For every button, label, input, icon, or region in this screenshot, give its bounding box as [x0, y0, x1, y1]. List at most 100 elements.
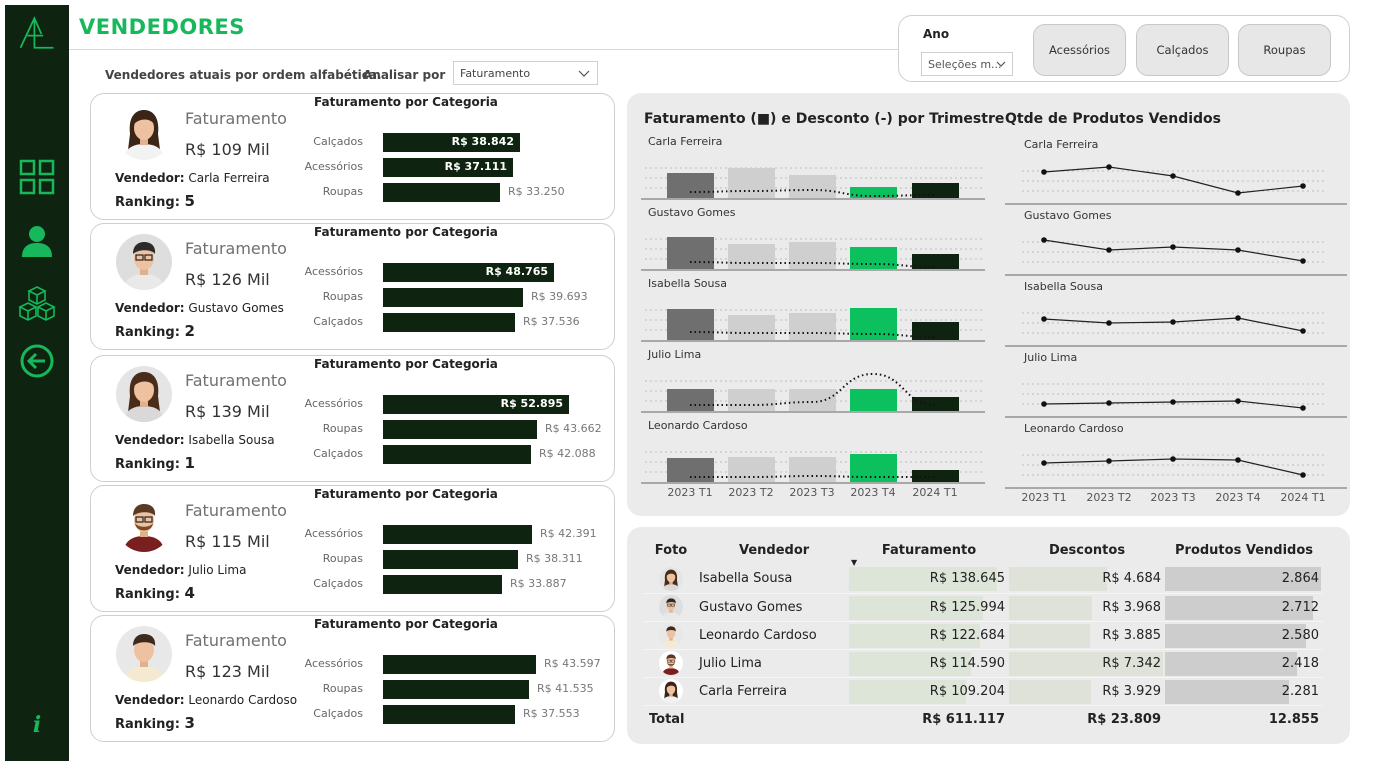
category-row[interactable]: Calçados R$ 33.887: [261, 575, 601, 594]
revenue-bar[interactable]: [912, 322, 959, 340]
quantity-point[interactable]: [1041, 401, 1047, 407]
revenue-bar[interactable]: [728, 457, 775, 482]
category-row[interactable]: Acessórios R$ 43.597: [261, 655, 601, 674]
revenue-bar[interactable]: [789, 389, 836, 411]
revenue-bar[interactable]: [667, 389, 714, 411]
ano-dropdown[interactable]: Seleções m...: [921, 52, 1013, 76]
category-bar[interactable]: [383, 655, 536, 674]
category-button-calcados[interactable]: Calçados: [1136, 24, 1229, 76]
seller-card[interactable]: Faturamento R$ 109 Mil Vendedor: Carla F…: [90, 93, 615, 220]
analisar-dropdown[interactable]: Faturamento: [453, 61, 598, 85]
category-row[interactable]: Roupas R$ 41.535: [261, 680, 601, 699]
revenue-bar[interactable]: [850, 308, 897, 340]
col-header-foto[interactable]: Foto: [654, 542, 688, 558]
revenue-bar[interactable]: [667, 309, 714, 340]
quantity-point[interactable]: [1170, 456, 1176, 462]
revenue-bar[interactable]: [728, 168, 775, 198]
category-button-roupas[interactable]: Roupas: [1238, 24, 1331, 76]
category-row[interactable]: Acessórios R$ 48.765: [261, 263, 601, 282]
table-row[interactable]: Isabella Sousa R$ 138.645 R$ 4.684 2.864: [643, 565, 1323, 593]
category-bar[interactable]: R$ 52.895: [383, 395, 569, 414]
quantity-point[interactable]: [1170, 173, 1176, 179]
table-row[interactable]: Carla Ferreira R$ 109.204 R$ 3.929 2.281: [643, 677, 1323, 705]
seller-card[interactable]: Faturamento R$ 139 Mil Vendedor: Isabell…: [90, 355, 615, 482]
revenue-bar[interactable]: [789, 457, 836, 482]
revenue-bar[interactable]: [912, 254, 959, 269]
category-row[interactable]: Roupas R$ 39.693: [261, 288, 601, 307]
quantity-point[interactable]: [1041, 169, 1047, 175]
category-bar[interactable]: [383, 445, 531, 464]
quantity-point[interactable]: [1041, 237, 1047, 243]
quantity-point[interactable]: [1170, 244, 1176, 250]
table-row[interactable]: Julio Lima R$ 114.590 R$ 7.342 2.418: [643, 649, 1323, 677]
category-button-acessorios[interactable]: Acessórios: [1033, 24, 1126, 76]
quantity-point[interactable]: [1300, 183, 1306, 189]
quantity-point[interactable]: [1235, 398, 1241, 404]
category-row[interactable]: Roupas R$ 43.662: [261, 420, 602, 439]
revenue-bar[interactable]: [912, 397, 959, 411]
revenue-bar[interactable]: [850, 389, 897, 411]
quantity-point[interactable]: [1170, 319, 1176, 325]
revenue-bar[interactable]: [667, 458, 714, 482]
category-row[interactable]: Acessórios R$ 42.391: [261, 525, 601, 544]
category-bar[interactable]: [383, 705, 515, 724]
quantity-point[interactable]: [1041, 316, 1047, 322]
category-bar[interactable]: R$ 37.111: [383, 158, 513, 177]
category-bar[interactable]: [383, 313, 515, 332]
revenue-bar[interactable]: [728, 315, 775, 340]
quantity-point[interactable]: [1300, 405, 1306, 411]
revenue-bar[interactable]: [667, 237, 714, 269]
quantity-point[interactable]: [1235, 315, 1241, 321]
quantity-point[interactable]: [1235, 190, 1241, 196]
quantity-point[interactable]: [1106, 320, 1112, 326]
category-row[interactable]: Roupas R$ 33.250: [261, 183, 601, 202]
revenue-bar[interactable]: [728, 389, 775, 411]
revenue-bar[interactable]: [850, 187, 897, 198]
boxes-icon[interactable]: [17, 283, 57, 323]
quantity-point[interactable]: [1106, 400, 1112, 406]
category-row[interactable]: Calçados R$ 37.553: [261, 705, 601, 724]
user-icon[interactable]: [17, 221, 57, 261]
category-row[interactable]: Calçados R$ 37.536: [261, 313, 601, 332]
category-bar[interactable]: [383, 680, 529, 699]
quantity-point[interactable]: [1300, 258, 1306, 264]
category-bar[interactable]: R$ 48.765: [383, 263, 554, 282]
table-row[interactable]: Gustavo Gomes R$ 125.994 R$ 3.968 2.712: [643, 593, 1323, 621]
seller-card[interactable]: Faturamento R$ 123 Mil Vendedor: Leonard…: [90, 615, 615, 742]
col-header-descontos[interactable]: Descontos: [1048, 542, 1126, 558]
category-row[interactable]: Acessórios R$ 52.895: [261, 395, 601, 414]
revenue-bar[interactable]: [912, 470, 959, 482]
quantity-point[interactable]: [1170, 399, 1176, 405]
category-bar[interactable]: R$ 38.842: [383, 133, 520, 152]
col-header-faturamento[interactable]: Faturamento ▼: [849, 535, 1009, 568]
dashboard-icon[interactable]: [17, 157, 57, 197]
seller-card[interactable]: Faturamento R$ 126 Mil Vendedor: Gustavo…: [90, 223, 615, 350]
table-row[interactable]: Leonardo Cardoso R$ 122.684 R$ 3.885 2.5…: [643, 621, 1323, 649]
category-row[interactable]: Calçados R$ 38.842: [261, 133, 601, 152]
quantity-point[interactable]: [1235, 247, 1241, 253]
quantity-point[interactable]: [1106, 164, 1112, 170]
category-bar[interactable]: [383, 525, 532, 544]
revenue-bar[interactable]: [789, 313, 836, 340]
category-bar[interactable]: [383, 550, 518, 569]
quantity-point[interactable]: [1300, 472, 1306, 478]
quantity-point[interactable]: [1106, 247, 1112, 253]
category-bar[interactable]: [383, 575, 502, 594]
quantity-point[interactable]: [1106, 458, 1112, 464]
revenue-bar[interactable]: [728, 244, 775, 269]
back-arrow-icon[interactable]: [17, 341, 57, 381]
seller-card[interactable]: Faturamento R$ 115 Mil Vendedor: Julio L…: [90, 485, 615, 612]
revenue-bar[interactable]: [789, 175, 836, 198]
category-bar[interactable]: [383, 183, 500, 202]
category-row[interactable]: Roupas R$ 38.311: [261, 550, 601, 569]
revenue-bar[interactable]: [850, 247, 897, 269]
quantity-point[interactable]: [1041, 460, 1047, 466]
category-row[interactable]: Acessórios R$ 37.111: [261, 158, 601, 177]
quantity-point[interactable]: [1235, 457, 1241, 463]
info-icon[interactable]: i: [32, 712, 42, 738]
revenue-bar[interactable]: [667, 173, 714, 198]
category-row[interactable]: Calçados R$ 42.088: [261, 445, 601, 464]
category-bar[interactable]: [383, 420, 537, 439]
col-header-produtos[interactable]: Produtos Vendidos: [1175, 542, 1313, 558]
quantity-point[interactable]: [1300, 328, 1306, 334]
